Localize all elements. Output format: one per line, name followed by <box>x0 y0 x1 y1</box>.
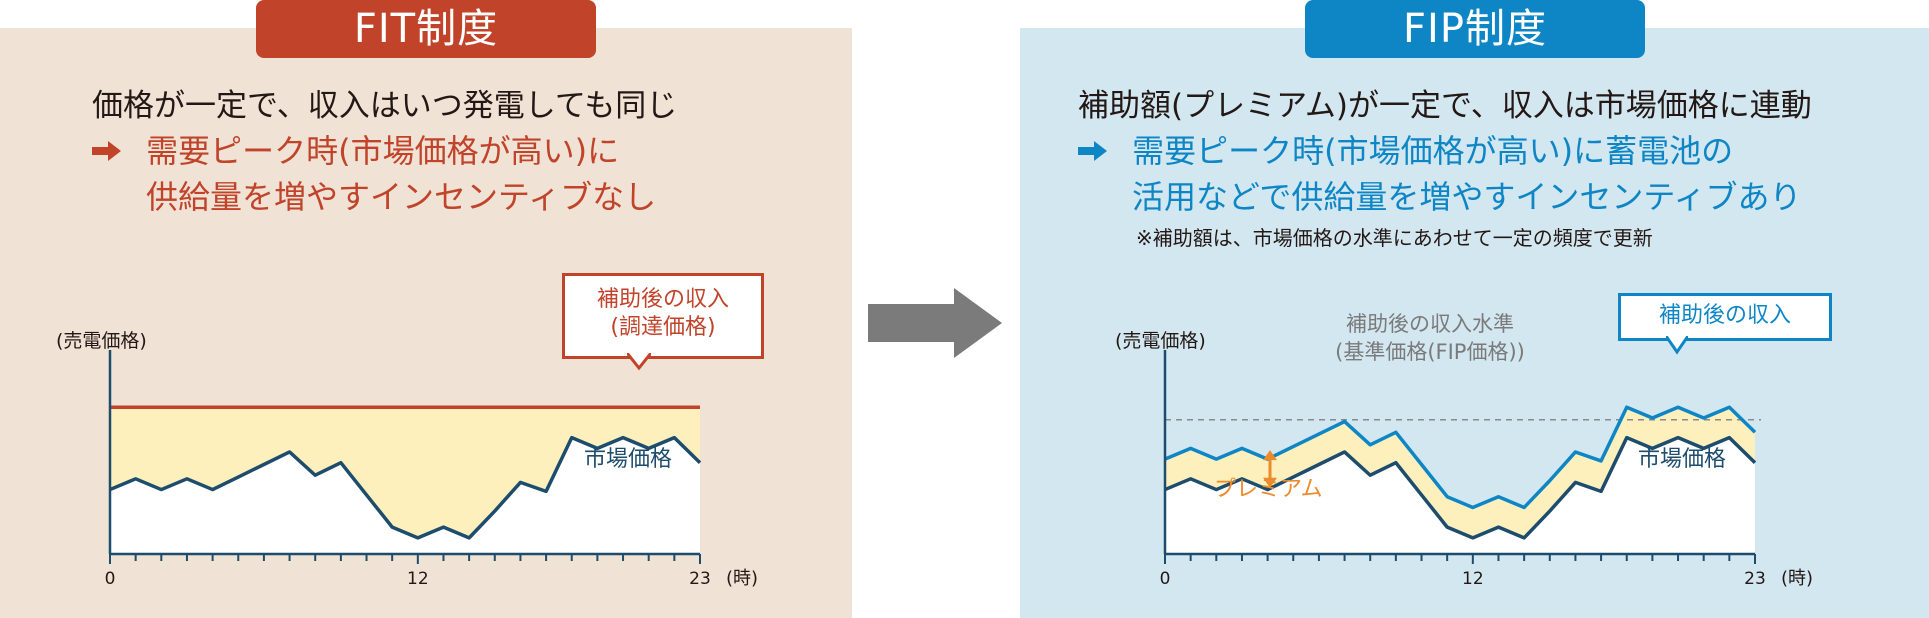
market-price-label: 市場価格 <box>1638 447 1726 472</box>
premium-arrow-down-icon <box>1263 477 1277 488</box>
fip-reference-line1: 補助後の収入水準 <box>1346 312 1514 336</box>
fit-income-callout: 補助後の収入 (調達価格) <box>562 273 764 359</box>
fit-callout-line2: (調達価格) <box>610 315 716 340</box>
market-price-label: 市場価格 <box>584 447 672 472</box>
fip-consequence: 需要ピーク時(市場価格が高い)に蓄電池の <box>1078 128 1733 174</box>
x-tick-label: 0 <box>1160 569 1171 589</box>
fit-callout-pointer <box>627 353 651 371</box>
fip-note: ※補助額は、市場価格の水準にあわせて一定の頻度で更新 <box>1136 226 1653 250</box>
x-axis-unit: (時) <box>1781 568 1813 589</box>
market-fill <box>1165 437 1755 554</box>
market-price-line <box>1164 435 1757 540</box>
fit-consequence-line1: 需要ピーク時(市場価格が高い)に <box>146 132 620 170</box>
premium-band <box>1165 407 1755 538</box>
fit-summary: 価格が一定で、収入はいつ発電しても同じ <box>92 88 678 124</box>
premium-arrow-up-icon <box>1263 450 1277 461</box>
x-tick-label: 23 <box>1744 569 1766 589</box>
fip-header: FIP制度 <box>1305 0 1645 58</box>
premium-label: プレミアム <box>1214 477 1322 502</box>
fit-consequence: 需要ピーク時(市場価格が高い)に <box>92 128 619 174</box>
x-tick-label: 23 <box>689 569 711 589</box>
fip-summary: 補助額(プレミアム)が一定で、収入は市場価格に連動 <box>1078 88 1812 124</box>
fip-income-callout: 補助後の収入 <box>1618 293 1832 341</box>
fit-consequence-line2: 供給量を増やすインセンティブなし <box>146 178 657 216</box>
x-axis-unit: (時) <box>726 568 758 589</box>
income-line <box>1164 405 1757 510</box>
fit-chart: 0 12 23 (時) 市場価格 <box>105 350 758 589</box>
x-tick-label: 12 <box>407 569 429 589</box>
fip-callout-pointer <box>1666 336 1688 355</box>
market-price-line <box>109 435 702 540</box>
x-tick-label: 0 <box>105 569 116 589</box>
fit-y-axis-label: (売電価格) <box>56 330 147 352</box>
fip-reference-line2: (基準価格(FIP価格)) <box>1335 340 1525 364</box>
fip-consequence-line1: 需要ピーク時(市場価格が高い)に蓄電池の <box>1132 132 1734 170</box>
fit-callout-line1: 補助後の収入 <box>596 287 729 312</box>
arrow-right-icon <box>92 128 126 174</box>
fit-header: FIT制度 <box>256 0 596 58</box>
x-tick-label: 12 <box>1462 569 1484 589</box>
fip-consequence-line2: 活用などで供給量を増やすインセンティブあり <box>1132 178 1802 216</box>
market-fill <box>110 437 700 554</box>
fip-y-axis-label: (売電価格) <box>1115 330 1206 352</box>
premium-band <box>110 407 700 538</box>
fip-reference-label: 補助後の収入水準 (基準価格(FIP価格)) <box>1300 310 1560 366</box>
arrow-right-icon <box>1078 128 1112 174</box>
transition-arrow-icon <box>868 288 1002 358</box>
